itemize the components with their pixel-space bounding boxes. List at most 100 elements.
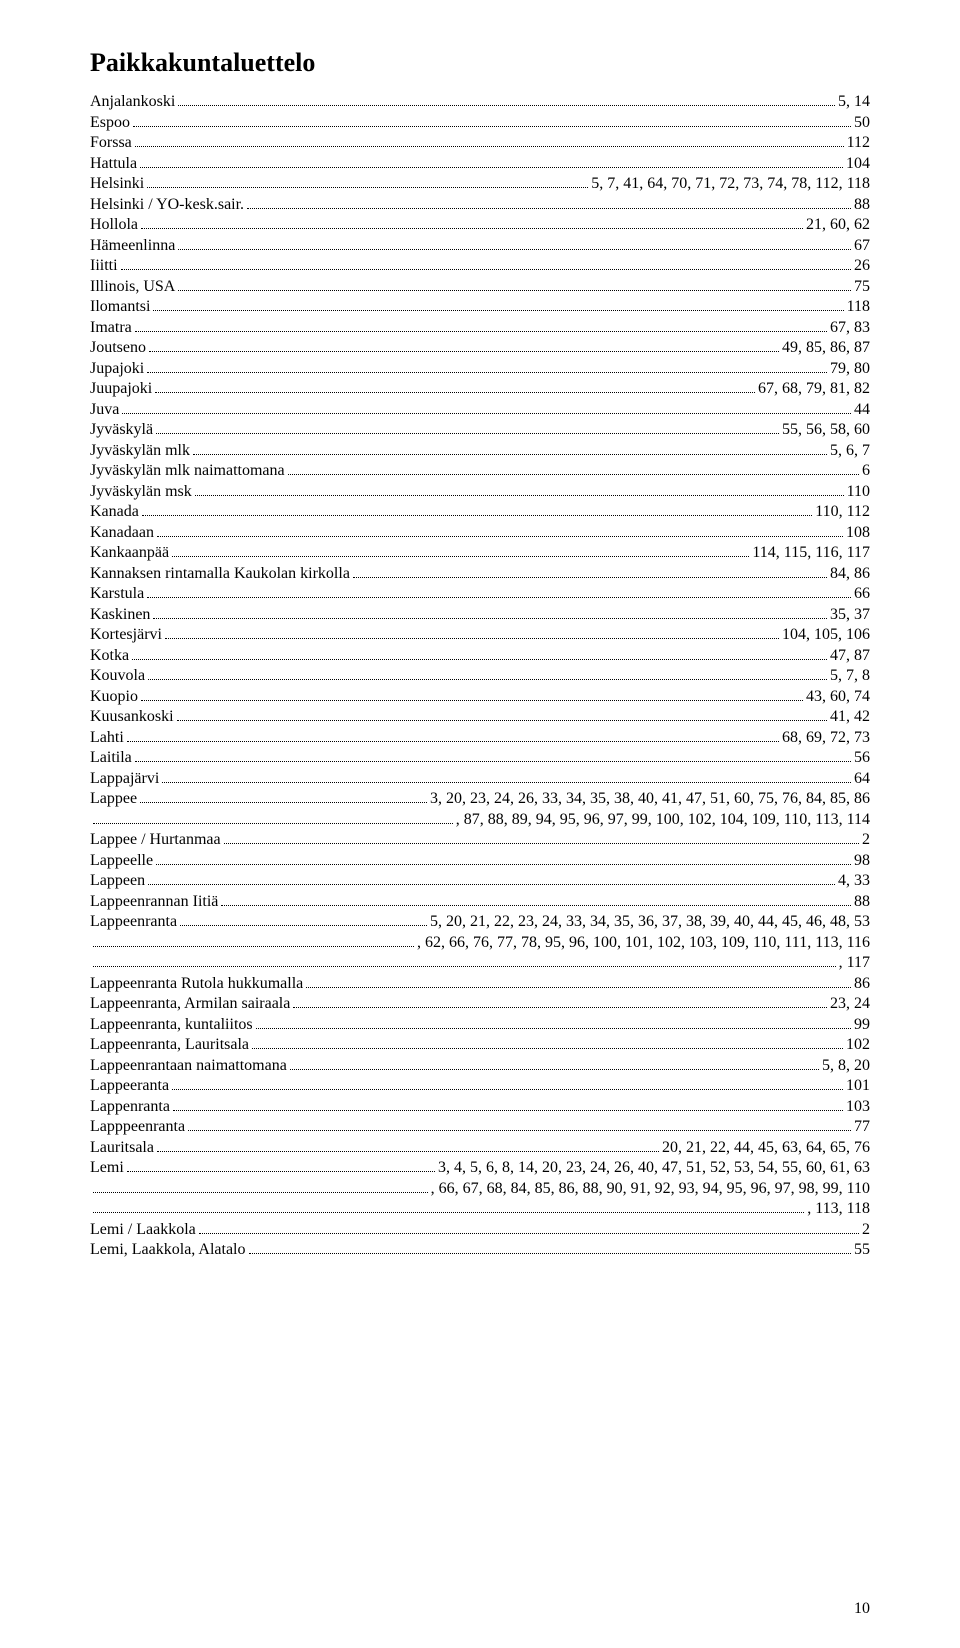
toc-entry-label: Kuopio [90,687,138,708]
toc-entry: Lappeenranta, Armilan sairaala23, 24 [90,994,870,1015]
toc-entry-label: Kouvola [90,666,145,687]
toc-entry-label: Lappeenranta Rutola hukkumalla [90,974,303,995]
toc-entry-label: Lahti [90,728,124,749]
dot-leader [135,331,827,332]
toc-entry-label: Lappeeranta [90,1076,169,1097]
page-number: 10 [854,1600,870,1618]
toc-entry-label: Lappeenranta, kuntaliitos [90,1015,253,1036]
toc-entry: Helsinki / YO-kesk.sair.88 [90,195,870,216]
toc-entry-label: Jyväskylä [90,420,153,441]
toc-entry: Hattula104 [90,154,870,175]
toc-entry-pages: 103 [846,1097,870,1118]
toc-entry-pages: 56 [854,748,870,769]
dot-leader [247,208,851,209]
dot-leader [93,1212,804,1213]
toc-entry-label: Lapppeenranta [90,1117,185,1138]
toc-entry: Karstula66 [90,584,870,605]
toc-entry-pages: 41, 42 [830,707,870,728]
toc-entry-pages: 110, 112 [815,502,870,523]
toc-entry-label: Hämeenlinna [90,236,175,257]
toc-entry: Lappeeranta101 [90,1076,870,1097]
toc-entry-pages: 77 [854,1117,870,1138]
toc-entry: Illinois, USA75 [90,277,870,298]
toc-entry: Lappee 3, 20, 23, 24, 26, 33, 34, 35, 38… [90,789,870,810]
toc-entry-label: Ilomantsi [90,297,150,318]
toc-entry-label: Hattula [90,154,137,175]
toc-entry-label: Lappee [90,789,137,810]
dot-leader [157,536,843,537]
toc-entry-label: Iiitti [90,256,118,277]
toc-entry-pages: 23, 24 [830,994,870,1015]
dot-leader [153,618,827,619]
toc-entry: Lappeenrantaan naimattomana5, 8, 20 [90,1056,870,1077]
dot-leader [132,659,827,660]
toc-entry-label: Lemi, Laakkola, Alatalo [90,1240,246,1261]
dot-leader [165,638,779,639]
dot-leader [178,249,851,250]
toc-entry-pages: 64 [854,769,870,790]
dot-leader [93,966,836,967]
toc-entry-pages: 67, 83 [830,318,870,339]
dot-leader [293,1007,827,1008]
toc-entry-pages: 88 [854,892,870,913]
toc-entry-label: Illinois, USA [90,277,175,298]
toc-entry: Jyväskylän mlk naimattomana 6 [90,461,870,482]
toc-entry: Jupajoki79, 80 [90,359,870,380]
toc-entry: Lappeenranta 5, 20, 21, 22, 23, 24, 33, … [90,912,870,933]
toc-entry: Jyväskylä55, 56, 58, 60 [90,420,870,441]
toc-entry: Lappeen 4, 33 [90,871,870,892]
toc-entry-label: Lappeenrantaan naimattomana [90,1056,287,1077]
toc-entry: Anjalankoski5, 14 [90,92,870,113]
toc-entry-pages: 2 [862,830,870,851]
toc-entry-label: Juupajoki [90,379,152,400]
dot-leader [195,495,844,496]
dot-leader [122,413,851,414]
toc-entry: Kuopio43, 60, 74 [90,687,870,708]
toc-entry: Lappeelle98 [90,851,870,872]
toc-entry: Lappeenranta, Lauritsala102 [90,1035,870,1056]
toc-entry-label: Lemi [90,1158,124,1179]
toc-entry: Lappeenranta Rutola hukkumalla 86 [90,974,870,995]
toc-entry: Helsinki5, 7, 41, 64, 70, 71, 72, 73, 74… [90,174,870,195]
toc-entry-pages: 5, 7, 41, 64, 70, 71, 72, 73, 74, 78, 11… [591,174,870,195]
dot-leader [256,1028,851,1029]
toc-entry-label: Laitila [90,748,132,769]
dot-leader [288,474,859,475]
toc-entry-label: Lemi / Laakkola [90,1220,196,1241]
toc-entry-label: Lappeen [90,871,145,892]
dot-leader [155,392,755,393]
toc-entry: Lappeenrannan Iitiä88 [90,892,870,913]
dot-leader [147,597,851,598]
toc-entry: Joutseno49, 85, 86, 87 [90,338,870,359]
toc-entry: Hollola21, 60, 62 [90,215,870,236]
toc-entry-label: Jyväskylän mlk naimattomana [90,461,285,482]
dot-leader [93,946,414,947]
toc-entry: Kannaksen rintamalla Kaukolan kirkolla84… [90,564,870,585]
toc-entry-pages: 6 [862,461,870,482]
toc-entry-pages: 5, 6, 7 [830,441,870,462]
toc-entry-pages: 104, 105, 106 [782,625,870,646]
toc-entry: Lappee / Hurtanmaa2 [90,830,870,851]
toc-entry: Jyväskylän msk110 [90,482,870,503]
toc-entry-label: Kortesjärvi [90,625,162,646]
dot-leader [140,167,843,168]
toc-entry-continuation: , 117 [90,953,870,974]
toc-entry-pages: 84, 86 [830,564,870,585]
toc-entry-pages: , 62, 66, 76, 77, 78, 95, 96, 100, 101, … [417,933,870,954]
toc-entry-pages: 4, 33 [838,871,870,892]
dot-leader [173,1110,843,1111]
toc-list: Anjalankoski5, 14Espoo50Forssa112Hattula… [90,92,870,1261]
dot-leader [249,1253,852,1254]
dot-leader [172,556,749,557]
toc-entry-pages: 86 [854,974,870,995]
toc-entry: Lauritsala 20, 21, 22, 44, 45, 63, 64, 6… [90,1138,870,1159]
toc-entry: Juva44 [90,400,870,421]
dot-leader [157,1151,659,1152]
toc-entry: Hämeenlinna67 [90,236,870,257]
toc-entry-label: Kanada [90,502,139,523]
toc-entry-continuation: , 66, 67, 68, 84, 85, 86, 88, 90, 91, 92… [90,1179,870,1200]
toc-entry: Kuusankoski41, 42 [90,707,870,728]
dot-leader [172,1089,843,1090]
toc-entry-continuation: , 87, 88, 89, 94, 95, 96, 97, 99, 100, 1… [90,810,870,831]
toc-entry: Lemi 3, 4, 5, 6, 8, 14, 20, 23, 24, 26, … [90,1158,870,1179]
